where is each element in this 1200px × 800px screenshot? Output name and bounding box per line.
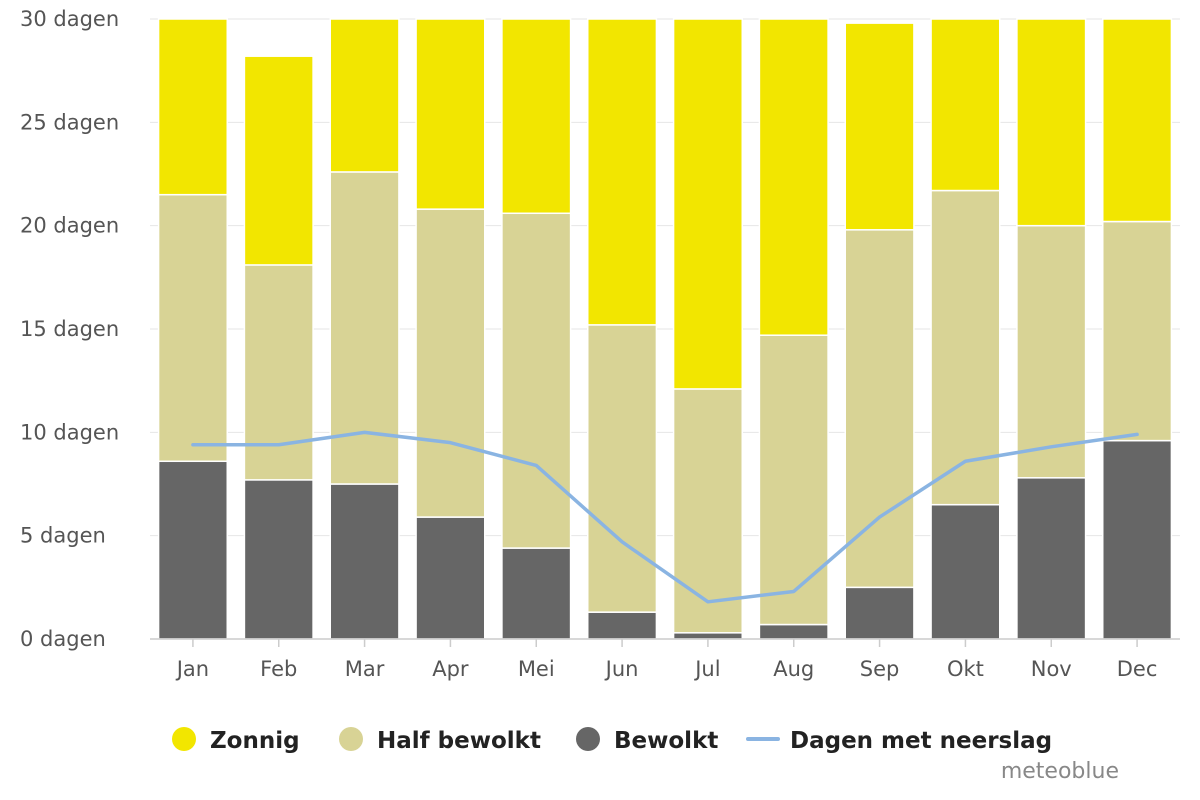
x-tick-label-jan: Jan — [175, 657, 209, 681]
bar-half-bewolkt-jan — [157, 193, 228, 463]
stacked-bars — [157, 18, 1173, 640]
legend-label-bewolkt: Bewolkt — [614, 728, 718, 754]
bar-bewolkt-jul — [672, 632, 743, 640]
bar-bewolkt-feb — [243, 479, 314, 640]
legend-label-zonnig: Zonnig — [210, 728, 300, 754]
bar-bewolkt-nov — [1016, 477, 1087, 640]
x-tick-label-okt: Okt — [947, 657, 984, 681]
bar-bewolkt-okt — [930, 503, 1001, 640]
x-axis-labels: Jan Feb Mar Apr Mei Jun Jul Aug Sep Okt Nov Dec — [175, 639, 1158, 681]
bar-bewolkt-dec — [1102, 439, 1173, 640]
legend-label-dagen-met-neerslag: Dagen met neerslag — [790, 728, 1052, 754]
x-tick-label-jul: Jul — [693, 657, 720, 681]
bar-half-bewolkt-jun — [587, 324, 658, 613]
legend-label-half-bewolkt: Half bewolkt — [377, 728, 541, 754]
legend-marker-half-bewolkt — [339, 727, 363, 751]
legend-marker-bewolkt — [576, 727, 600, 751]
y-tick-label-30: 30 dagen — [20, 7, 119, 31]
y-tick-label-20: 20 dagen — [20, 214, 119, 238]
bar-zonnig-nov — [1016, 18, 1087, 227]
bar-zonnig-mar — [329, 18, 400, 173]
x-tick-label-mar: Mar — [345, 657, 385, 681]
bar-bewolkt-jun — [587, 611, 658, 640]
bar-zonnig-apr — [415, 18, 486, 210]
y-tick-label-5: 5 dagen — [20, 524, 106, 548]
bar-bewolkt-jan — [157, 460, 228, 640]
bar-half-bewolkt-feb — [243, 264, 314, 481]
bar-half-bewolkt-okt — [930, 189, 1001, 506]
bar-bewolkt-mar — [329, 483, 400, 640]
bar-half-bewolkt-aug — [758, 334, 829, 626]
bar-zonnig-feb — [243, 55, 314, 266]
x-tick-label-feb: Feb — [260, 657, 297, 681]
bar-half-bewolkt-mei — [501, 212, 572, 549]
y-axis-labels: 0 dagen 5 dagen 10 dagen 15 dagen 20 dagen 25… — [20, 7, 119, 651]
grid-lines — [150, 18, 1180, 537]
y-tick-label-25: 25 dagen — [20, 110, 119, 134]
x-tick-label-nov: Nov — [1031, 657, 1072, 681]
bar-bewolkt-sep — [844, 586, 915, 640]
legend-marker-zonnig — [172, 727, 196, 751]
bar-zonnig-jun — [587, 18, 658, 326]
bar-half-bewolkt-nov — [1016, 224, 1087, 479]
bar-zonnig-mei — [501, 18, 572, 215]
bar-bewolkt-apr — [415, 516, 486, 640]
bar-bewolkt-aug — [758, 623, 829, 640]
y-tick-label-15: 15 dagen — [20, 317, 119, 341]
bar-zonnig-jul — [672, 18, 743, 390]
precipitation-line-path — [191, 430, 1139, 604]
bar-half-bewolkt-sep — [844, 229, 915, 589]
x-tick-label-mei: Mei — [518, 657, 555, 681]
legend: Zonnig Half bewolkt Bewolkt Dagen met neers… — [172, 727, 1052, 754]
x-tick-label-apr: Apr — [432, 657, 469, 681]
y-tick-label-10: 10 dagen — [20, 420, 119, 444]
bar-bewolkt-mei — [501, 547, 572, 640]
bar-zonnig-okt — [930, 18, 1001, 192]
bar-zonnig-dec — [1102, 18, 1173, 223]
x-tick-label-sep: Sep — [860, 657, 900, 681]
bar-half-bewolkt-dec — [1102, 220, 1173, 442]
bar-half-bewolkt-apr — [415, 208, 486, 518]
x-tick-label-jun: Jun — [604, 657, 639, 681]
credit-label: meteoblue — [1001, 759, 1119, 784]
y-tick-label-0: 0 dagen — [20, 627, 106, 651]
precipitation-line — [191, 430, 1139, 604]
x-tick-label-aug: Aug — [773, 657, 814, 681]
bar-zonnig-jan — [157, 18, 228, 196]
bar-zonnig-sep — [844, 22, 915, 231]
bar-half-bewolkt-jul — [672, 388, 743, 634]
bar-zonnig-aug — [758, 18, 829, 336]
x-tick-label-dec: Dec — [1117, 657, 1158, 681]
